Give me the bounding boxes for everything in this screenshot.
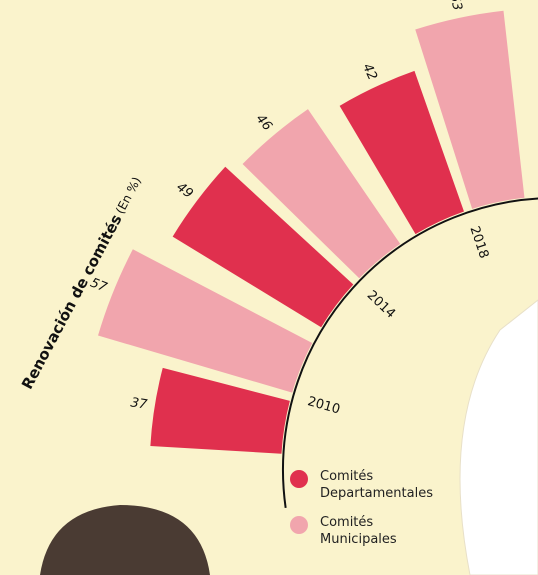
bar	[172, 166, 354, 328]
value-label: 49	[173, 180, 195, 202]
legend-label: Comités Departamentales	[320, 469, 433, 501]
bar	[98, 249, 313, 393]
legend: Comités Departamentales Comités Municipal…	[290, 468, 520, 560]
legend-label: Comités Municipales	[320, 515, 397, 547]
category-label: 2014	[364, 288, 398, 322]
value-label: 42	[359, 61, 380, 82]
bar	[339, 70, 464, 235]
legend-swatch	[290, 516, 308, 534]
base-arc	[282, 197, 538, 508]
value-label: 46	[253, 112, 275, 134]
person-photo	[40, 505, 210, 575]
bar	[415, 10, 525, 209]
legend-item: Comités Departamentales	[290, 468, 520, 502]
category-label: 2010	[306, 394, 342, 417]
legend-item: Comités Municipales	[290, 514, 520, 548]
cup-photo	[459, 299, 538, 575]
bar	[150, 367, 290, 454]
value-label: 37	[129, 395, 148, 413]
legend-swatch	[290, 470, 308, 488]
bar	[242, 109, 401, 279]
chart-title: Renovación de comités	[18, 211, 126, 392]
value-label: 53	[447, 0, 465, 12]
chart-subtitle: (En %)	[112, 174, 143, 216]
value-label: 57	[88, 276, 110, 296]
category-label: 2018	[466, 224, 491, 260]
